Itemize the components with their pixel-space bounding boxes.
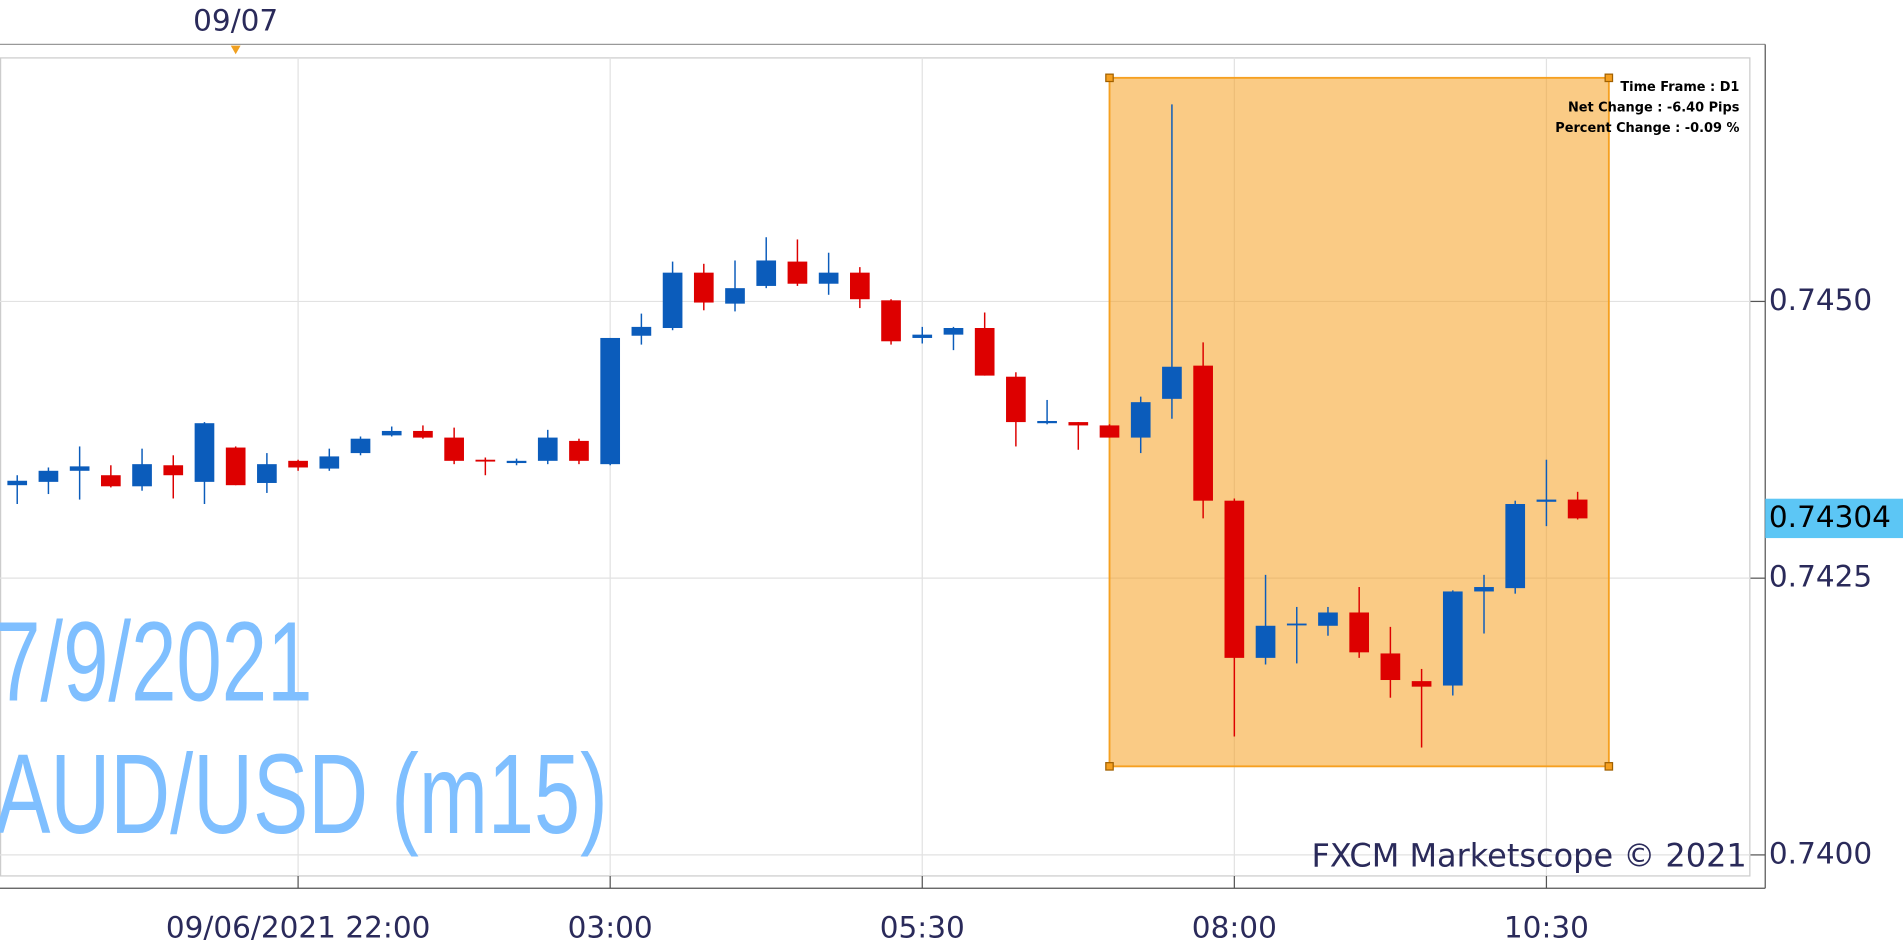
candle-body (1037, 420, 1057, 424)
candle-body (38, 470, 59, 482)
date-marker (230, 45, 241, 55)
candle-body (225, 447, 246, 486)
watermark: AUD/USD (m15) (0, 731, 608, 857)
candle-body (537, 437, 558, 461)
x-tick-label: 08:00 (1192, 910, 1277, 940)
date-label: 09/07 (193, 4, 278, 38)
box-handle (1604, 73, 1614, 83)
candle-body (69, 466, 90, 471)
candle-body (974, 328, 995, 376)
candle-body (912, 334, 933, 338)
x-tick-label: 10:30 (1504, 910, 1589, 940)
x-tick-label: 03:00 (568, 910, 653, 940)
candle-body (850, 272, 870, 300)
candle-body (1349, 612, 1370, 653)
candle-body (693, 272, 714, 303)
candle-body (1286, 623, 1307, 626)
candle-body (600, 337, 621, 465)
candle-body (881, 300, 901, 342)
candle-body (787, 261, 808, 284)
candle-body (194, 423, 215, 482)
candle-body (1099, 425, 1120, 438)
candle-body (1505, 504, 1526, 589)
candle-body (1536, 499, 1557, 502)
candle-body (1567, 499, 1588, 519)
candle-body (381, 430, 402, 436)
range-box (1108, 76, 1610, 768)
candle-body (1411, 681, 1432, 687)
candle-body (413, 430, 433, 438)
footer: FXCM Marketscope © 2021 (1311, 836, 1746, 874)
candle-body (569, 440, 589, 461)
candle-body (662, 272, 683, 329)
candle-body (725, 288, 745, 304)
candle-body (1318, 612, 1338, 626)
candle-body (1193, 365, 1213, 501)
range-info: Time Frame : D1 (1620, 80, 1739, 95)
box-handle (1105, 73, 1114, 83)
candle-body (506, 460, 527, 464)
candle-body (7, 480, 28, 486)
plot-frame (0, 57, 1751, 877)
box-handle (1604, 762, 1614, 771)
candle-body (1130, 402, 1151, 438)
candle-body (1068, 422, 1089, 426)
range-info: Percent Change : -0.09 % (1555, 121, 1739, 136)
candle-body (475, 459, 496, 462)
candle-body (444, 437, 464, 461)
candle-body (288, 460, 308, 468)
candle-body (756, 260, 777, 286)
x-tick-label: 05:30 (880, 910, 965, 940)
candle-body (132, 464, 152, 487)
candle-body (101, 475, 121, 487)
x-tick-label: 09/06/2021 22:00 (166, 910, 431, 940)
candle-body (1474, 587, 1494, 592)
last-price-tag (1765, 498, 1903, 539)
candle-body (943, 328, 964, 335)
last-price-label: 0.74304 (1769, 500, 1891, 534)
candle-body (631, 326, 652, 336)
candle-body (1255, 625, 1276, 658)
candle-body (1380, 653, 1401, 681)
candle-body (319, 456, 340, 469)
candle-body (350, 438, 371, 454)
watermark: 7/9/2021 (0, 598, 312, 724)
y-tick-label: 0.7400 (1769, 836, 1872, 870)
candle-body (1224, 500, 1245, 658)
range-info: Net Change : -6.40 Pips (1568, 100, 1740, 115)
y-tick-label: 0.7425 (1769, 560, 1872, 594)
y-tick-label: 0.7450 (1769, 283, 1872, 317)
candle-body (1442, 591, 1463, 686)
candle-body (1006, 376, 1026, 423)
candle-body (163, 465, 184, 476)
candle-body (1162, 366, 1182, 399)
box-handle (1105, 762, 1114, 771)
candle-body (818, 272, 839, 284)
candle-body (257, 464, 277, 483)
